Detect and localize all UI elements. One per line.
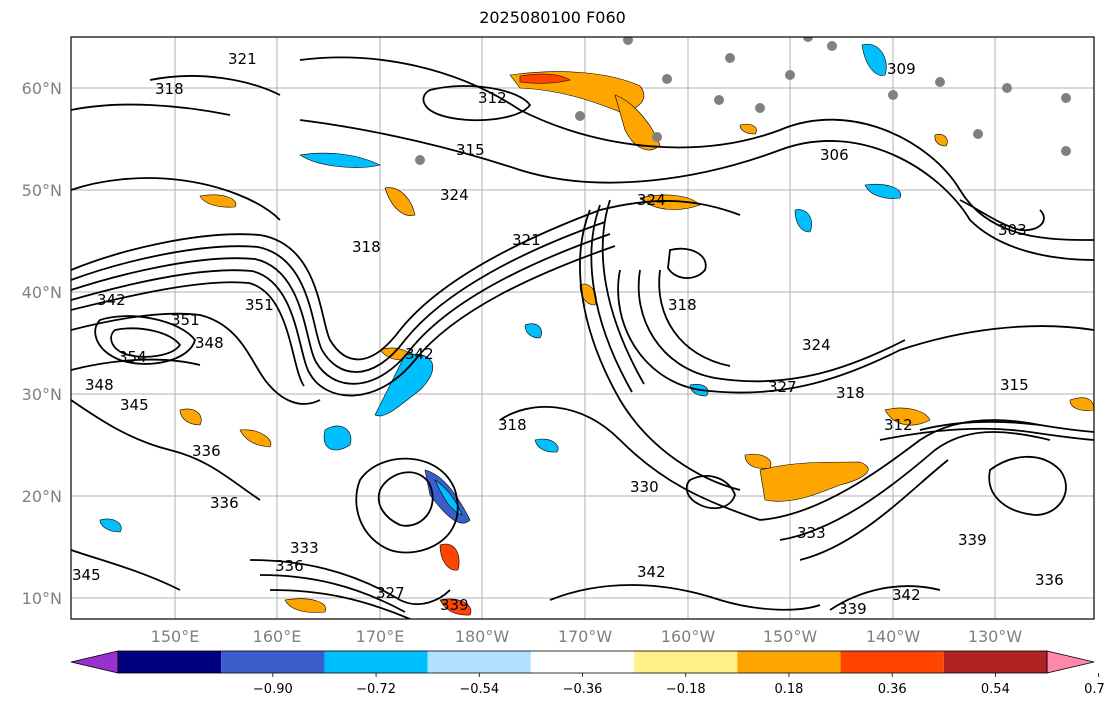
contour-label: 312 (884, 416, 913, 434)
contour-label: 342 (892, 586, 921, 604)
map-title: 2025080100 F060 (479, 8, 626, 27)
contour-label: 336 (1035, 571, 1064, 589)
contour-label: 303 (998, 221, 1027, 239)
longitude-tick-label: 150°W (763, 627, 818, 646)
contour-label: 315 (456, 141, 485, 159)
longitude-tick-label: 150°E (151, 627, 200, 646)
contour-label: 312 (478, 89, 507, 107)
latitude-tick-label: 40°N (22, 283, 62, 302)
colorbar-segment (943, 651, 1047, 673)
colorbar-tick-label: −0.36 (563, 682, 603, 697)
contour-label: 315 (1000, 376, 1029, 394)
colorbar-segment (840, 651, 944, 673)
contour-label: 318 (836, 384, 865, 402)
colorbar-segment (221, 651, 325, 673)
contour-label: 321 (512, 231, 541, 249)
contour-label: 354 (118, 348, 147, 366)
longitude-tick-label: 160°E (253, 627, 302, 646)
contour-label: 336 (192, 442, 221, 460)
latitude-labels: 60°N 50°N 40°N 30°N 20°N 10°N (22, 79, 62, 608)
longitude-tick-label: 180°W (455, 627, 510, 646)
colorbar-tick-label: −0.90 (253, 682, 293, 697)
contour-label: 342 (405, 345, 434, 363)
contour-label: 327 (376, 584, 405, 602)
contour-label: 348 (195, 334, 224, 352)
map-panel: 321 318 312 315 306 324 309 318 303 342 … (70, 36, 1095, 620)
contour-label: 342 (97, 291, 126, 309)
contour-label: 321 (228, 50, 257, 68)
latitude-tick-label: 10°N (22, 589, 62, 608)
contour-labels: 321 318 312 315 306 324 309 318 303 342 … (72, 50, 1064, 618)
contour-label: 336 (210, 494, 239, 512)
colorbar-segment (324, 651, 428, 673)
latitude-tick-label: 30°N (22, 385, 62, 404)
contour-label: 333 (797, 524, 826, 542)
contour-label: 351 (171, 311, 200, 329)
contour-label: 339 (958, 531, 987, 549)
longitude-tick-label: 170°W (558, 627, 613, 646)
latitude-tick-label: 60°N (22, 79, 62, 98)
latitude-tick-label: 20°N (22, 487, 62, 506)
shaded-regions (99, 43, 1094, 616)
colorbar-tick-label: 0.36 (878, 682, 907, 697)
colorbar-segment (737, 651, 841, 673)
contour-label: 324 (637, 191, 666, 209)
latitude-tick-label: 50°N (22, 181, 62, 200)
colorbar-segment (118, 651, 222, 673)
contour-label: 306 (820, 146, 849, 164)
colorbar-tick-label: −0.54 (459, 682, 499, 697)
station-markers (415, 37, 1071, 165)
contour-label: 318 (155, 80, 184, 98)
contour-label: 351 (245, 296, 274, 314)
contour-label: 318 (352, 238, 381, 256)
contour-label: 327 (768, 378, 797, 396)
longitude-tick-label: 170°E (356, 627, 405, 646)
colorbar-tick-label: 0.72 (1084, 682, 1105, 697)
contour-label: 336 (275, 557, 304, 575)
colorbar-segment (530, 651, 635, 673)
contour-label: 339 (440, 596, 469, 614)
colorbar: −0.90 −0.72 −0.54 −0.36 −0.18 0.18 0.36 0.54 0.7… (70, 650, 1105, 697)
colorbar-arrow-high (1046, 650, 1095, 674)
longitude-tick-label: 160°W (661, 627, 716, 646)
contour-label: 324 (802, 336, 831, 354)
contour-label: 342 (637, 563, 666, 581)
contour-label: 309 (887, 60, 916, 78)
colorbar-tick-label: −0.18 (666, 682, 706, 697)
colorbar-segment (427, 651, 531, 673)
contour-label: 345 (72, 566, 101, 584)
contour-label: 333 (290, 539, 319, 557)
longitude-tick-label: 130°W (968, 627, 1023, 646)
contour-label: 339 (838, 600, 867, 618)
longitude-labels: 150°E 160°E 170°E 180°W 170°W 160°W 150°W 140°W… (151, 627, 1023, 646)
colorbar-arrow-low (70, 650, 119, 674)
gridlines (71, 37, 1094, 619)
colorbar-tick-label: −0.72 (356, 682, 396, 697)
colorbar-tick-label: 0.54 (981, 682, 1010, 697)
contour-label: 345 (120, 396, 149, 414)
longitude-tick-label: 140°W (866, 627, 921, 646)
contour-label: 318 (668, 296, 697, 314)
contour-label: 348 (85, 376, 114, 394)
colorbar-segment (634, 651, 738, 673)
contour-label: 324 (440, 186, 469, 204)
contour-label: 330 (630, 478, 659, 496)
contour-label: 318 (498, 416, 527, 434)
colorbar-tick-label: 0.18 (774, 682, 803, 697)
contour-lines (71, 56, 1094, 619)
